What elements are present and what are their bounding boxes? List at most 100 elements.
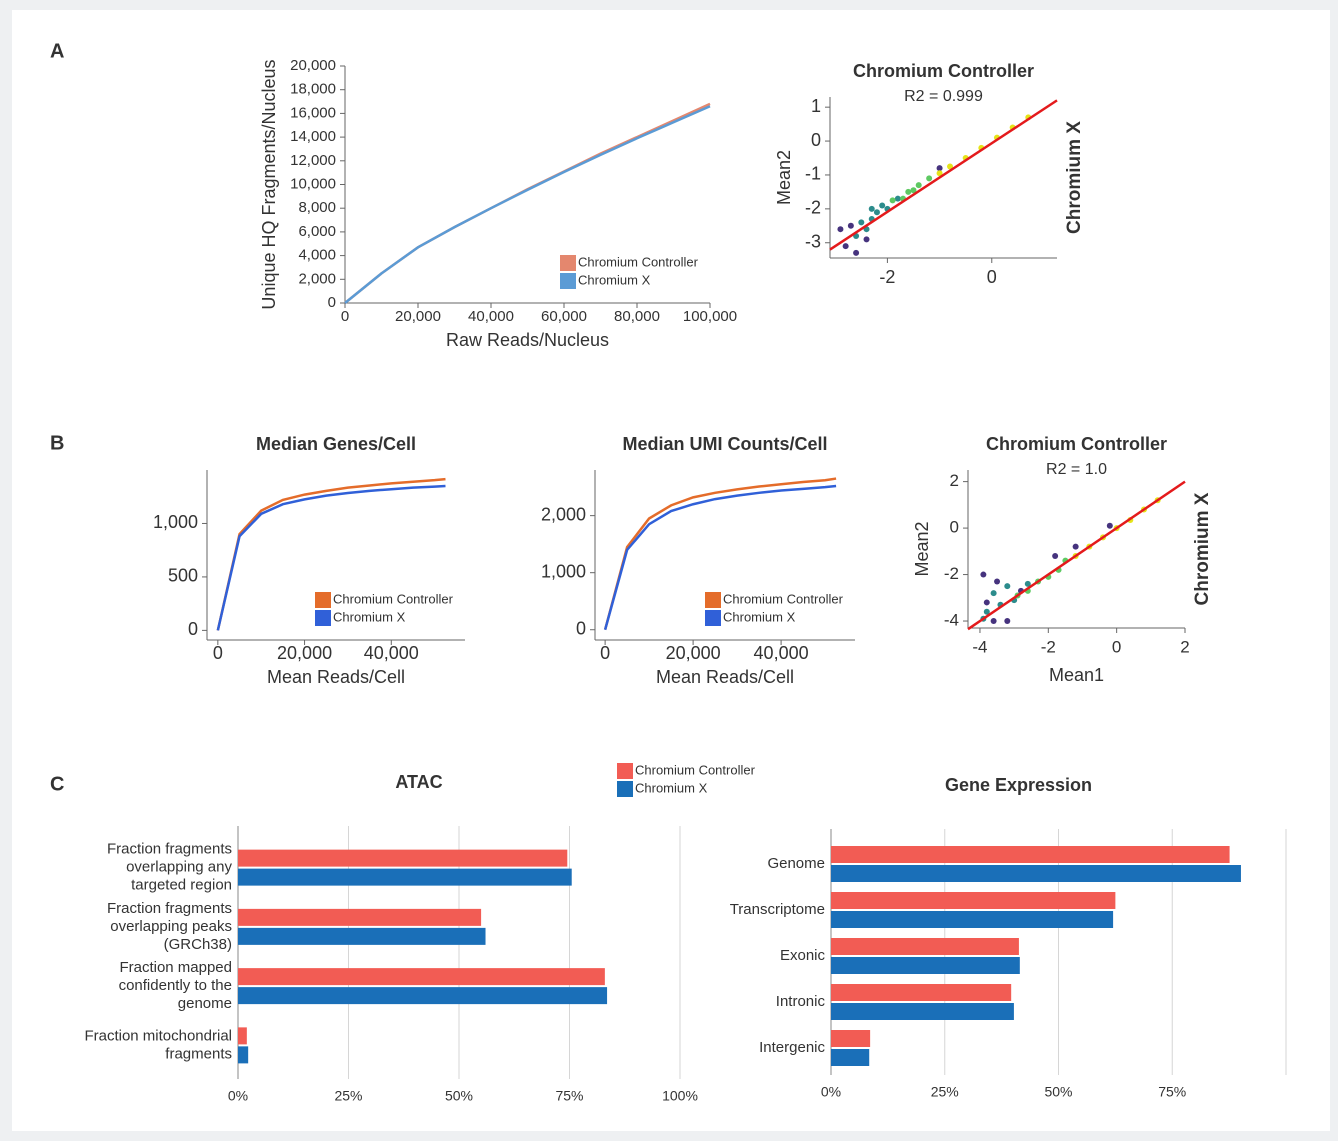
bar [831, 938, 1019, 955]
x-tick-label: 40,000 [364, 643, 419, 663]
y-tick-label: 1 [811, 96, 821, 116]
fit-line [829, 99, 1058, 251]
scatter-point [853, 249, 860, 256]
x-tick-label: 60,000 [541, 308, 587, 325]
y-tick-label: 0 [188, 619, 198, 639]
legend-label: Chromium Controller [635, 762, 756, 777]
category-label: Fraction mitochondrial fragments [84, 1027, 232, 1062]
chart-subtitle: R2 = 1.0 [1046, 461, 1107, 478]
scatter-point [847, 222, 854, 229]
scatter-point [1024, 580, 1031, 587]
bar [831, 984, 1012, 1001]
x-axis-label: Mean Reads/Cell [267, 667, 405, 687]
scatter-point [983, 608, 990, 615]
bar [238, 868, 572, 886]
x-tick-label: 25% [334, 1088, 362, 1104]
bar [238, 1046, 249, 1064]
x-tick-label: 20,000 [395, 308, 441, 325]
y-axis-label: Mean2 [774, 150, 794, 205]
legend-label: Chromium Controller [333, 591, 454, 606]
x-tick-label: 0 [987, 267, 997, 287]
legend-swatch [705, 592, 721, 608]
scatter-point [905, 188, 912, 195]
y-tick-label: 1,000 [153, 512, 198, 532]
bar [238, 1027, 247, 1045]
bar [238, 849, 568, 867]
legend-swatch [560, 273, 576, 289]
legend-swatch [705, 610, 721, 626]
bar [831, 865, 1241, 882]
category-label: Intergenic [759, 1039, 825, 1056]
panel-label: A [50, 40, 64, 62]
data-line [344, 105, 711, 304]
scatter-point [990, 618, 997, 625]
y-tick-label: 2,000 [541, 504, 586, 524]
legend-swatch [617, 763, 633, 779]
chart-title: Chromium Controller [853, 61, 1034, 81]
x-tick-label: -2 [1041, 637, 1056, 656]
scatter-point [868, 205, 875, 212]
x-tick-label: -2 [879, 267, 895, 287]
scatter-point [1004, 618, 1011, 625]
scatter-point [994, 578, 1001, 585]
scatter-point [894, 195, 901, 202]
x-tick-label: 0% [228, 1088, 248, 1104]
fit-line [967, 480, 1186, 631]
y-tick-label: 10,000 [290, 175, 336, 192]
y-tick-label: 14,000 [290, 128, 336, 145]
y-axis-label: Unique HQ Fragments/Nucleus [259, 59, 279, 309]
chart-title: Median UMI Counts/Cell [622, 434, 827, 454]
y-tick-label: 4,000 [298, 247, 336, 264]
y-tick-label: -3 [805, 231, 821, 251]
scatter-point [863, 236, 870, 243]
y-tick-label: 8,000 [298, 199, 336, 216]
scatter-point [879, 202, 886, 209]
scatter-point [936, 170, 943, 177]
bar [238, 987, 608, 1005]
bar [238, 908, 482, 926]
legend-label: Chromium X [635, 780, 708, 795]
legend-label: Chromium X [578, 272, 651, 287]
y-tick-label: -2 [944, 564, 959, 583]
y-tick-label: 0 [328, 294, 336, 311]
y-tick-label: 12,000 [290, 152, 336, 169]
scatter-point [990, 590, 997, 597]
scatter-point [1052, 552, 1059, 559]
right-label: Chromium X [1192, 492, 1213, 605]
scatter-point [915, 182, 922, 189]
x-tick-label: 75% [1158, 1084, 1186, 1100]
category-label: Exonic [780, 947, 826, 964]
legend-label: Chromium X [333, 609, 406, 624]
scatter-point [947, 163, 954, 170]
data-line [216, 484, 446, 631]
chart-title: ATAC [395, 772, 442, 792]
bar [831, 957, 1020, 974]
y-tick-label: -2 [805, 198, 821, 218]
x-tick-label: 20,000 [277, 643, 332, 663]
category-label: Fraction mapped confidently to the genome [119, 959, 232, 1012]
x-tick-label: 80,000 [614, 308, 660, 325]
chart-title: Gene Expression [945, 775, 1092, 795]
legend-label: Chromium Controller [578, 254, 699, 269]
legend-swatch [560, 255, 576, 271]
y-tick-label: 0 [576, 618, 586, 638]
y-tick-label: 18,000 [290, 81, 336, 98]
category-label: Fraction fragments overlapping any targete… [107, 841, 233, 894]
scatter-point [858, 219, 865, 226]
bar [238, 927, 486, 945]
scatter-point [889, 197, 896, 204]
scatter-point [842, 243, 849, 250]
x-tick-label: 0 [600, 643, 610, 663]
bar [831, 1049, 870, 1066]
y-tick-label: 0 [811, 130, 821, 150]
chart-title: Chromium Controller [986, 434, 1167, 454]
y-axis-label: Mean2 [912, 521, 932, 576]
x-axis-label: Mean Reads/Cell [656, 667, 794, 687]
right-label: Chromium X [1064, 121, 1085, 234]
bar [831, 1030, 871, 1047]
scatter-point [1072, 543, 1079, 550]
x-axis-label: Raw Reads/Nucleus [446, 330, 609, 350]
scatter-point [936, 165, 943, 172]
